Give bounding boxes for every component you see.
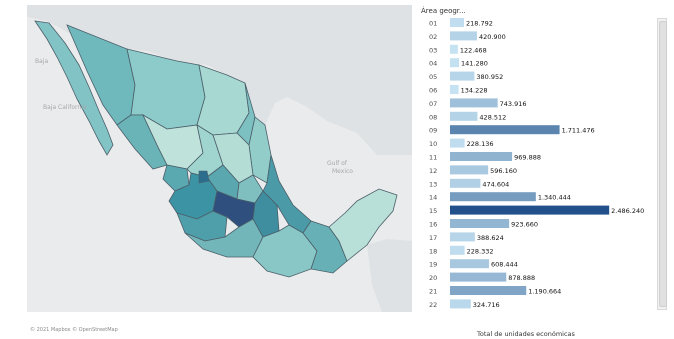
category-label: 16 [429, 221, 437, 229]
bar[interactable] [450, 192, 536, 202]
bar[interactable] [450, 71, 475, 81]
bar[interactable] [450, 272, 507, 282]
bar-value-label: 596.160 [490, 167, 517, 175]
category-label: 12 [429, 167, 437, 175]
sea-label-baja-california: Baja California [43, 104, 87, 111]
bar-chart: 01 218.792 02 420.900 03 122.468 04 141.280 05 38… [429, 18, 644, 309]
bar[interactable] [450, 165, 489, 175]
bar[interactable] [450, 98, 498, 108]
baja-california [34, 20, 114, 156]
bar[interactable] [450, 111, 478, 121]
category-label: 13 [429, 180, 437, 188]
chart-title: Área geogr... [421, 7, 466, 15]
x-axis-label: Total de unidades económicas [477, 330, 575, 338]
bar-value-label: 228.136 [467, 140, 494, 148]
usa-land [27, 5, 412, 155]
category-label: 22 [429, 301, 437, 309]
category-label: 18 [429, 247, 437, 255]
bar-value-label: 1.711.476 [562, 127, 595, 135]
category-label: 07 [429, 100, 437, 108]
bar[interactable] [450, 58, 460, 68]
bar-value-label: 428.512 [479, 113, 506, 121]
bar-value-label: 388.624 [477, 234, 504, 242]
vertical-scrollbar[interactable] [657, 18, 667, 310]
aguascalientes [198, 170, 210, 184]
category-label: 19 [429, 261, 437, 269]
bar-value-label: 218.792 [466, 20, 493, 28]
bar[interactable] [450, 286, 527, 295]
bar-value-label: 228.332 [467, 247, 494, 255]
bar[interactable] [450, 245, 465, 255]
category-label: 02 [429, 33, 437, 41]
category-label: 08 [429, 113, 437, 121]
bar-value-label: 1.340.444 [538, 194, 571, 202]
bar[interactable] [450, 205, 610, 215]
bar-value-label: 1.190.664 [528, 288, 561, 296]
category-label: 10 [429, 140, 437, 148]
bar[interactable] [450, 259, 489, 269]
central-america-land [367, 239, 412, 312]
bar-value-label: 324.716 [473, 301, 500, 309]
category-label: 11 [429, 154, 437, 162]
category-label: 05 [429, 73, 437, 81]
bar-value-label: 141.280 [461, 60, 488, 68]
bar-value-label: 2.486.240 [611, 207, 644, 215]
guerrero [184, 218, 264, 258]
category-label: 14 [429, 194, 437, 202]
scrollbar-thumb[interactable] [659, 21, 667, 307]
category-label: 17 [429, 234, 437, 242]
bar-value-label: 134.228 [461, 87, 488, 95]
bar-value-label: 923.660 [511, 221, 538, 229]
bar-value-label: 608.444 [491, 261, 518, 269]
sea-label-baja: Baja [35, 58, 48, 65]
bar-value-label: 878.888 [508, 274, 535, 282]
bars-group: 01 218.792 02 420.900 03 122.468 04 141.280 05 38… [429, 18, 644, 309]
bar[interactable] [450, 44, 458, 54]
category-label: 15 [429, 207, 437, 215]
sea-label-gulf-1: Gulf of [327, 160, 348, 167]
bar[interactable] [450, 85, 459, 94]
bar[interactable] [450, 31, 477, 41]
category-label: 21 [429, 288, 437, 296]
bar[interactable] [450, 219, 510, 228]
category-label: 20 [429, 274, 437, 282]
choropleth-map[interactable]: Baja Gulf of Baja California Mexico [27, 5, 412, 312]
yucatan-peninsula [328, 188, 398, 262]
bar[interactable] [450, 125, 560, 135]
bar-value-label: 122.468 [460, 46, 487, 54]
sea-label-gulf-2: Mexico [332, 168, 353, 175]
bar[interactable] [450, 138, 465, 148]
category-label: 09 [429, 127, 437, 135]
bar[interactable] [450, 152, 513, 161]
category-label: 01 [429, 20, 437, 28]
bar-value-label: 420.900 [479, 33, 506, 41]
bar[interactable] [450, 178, 481, 188]
bar[interactable] [450, 232, 475, 242]
map-attribution: © 2021 Mapbox © OpenStreetMap [30, 327, 118, 333]
category-label: 04 [429, 60, 437, 68]
category-label: 06 [429, 87, 437, 95]
bar-value-label: 969.888 [514, 154, 541, 162]
bar[interactable] [450, 18, 465, 27]
bar-value-label: 474.604 [482, 180, 509, 188]
map-canvas: Baja Gulf of Baja California Mexico [27, 5, 412, 312]
bar[interactable] [450, 299, 471, 309]
category-label: 03 [429, 46, 437, 54]
bar-value-label: 743.916 [500, 100, 527, 108]
bar-value-label: 380.952 [476, 73, 503, 81]
